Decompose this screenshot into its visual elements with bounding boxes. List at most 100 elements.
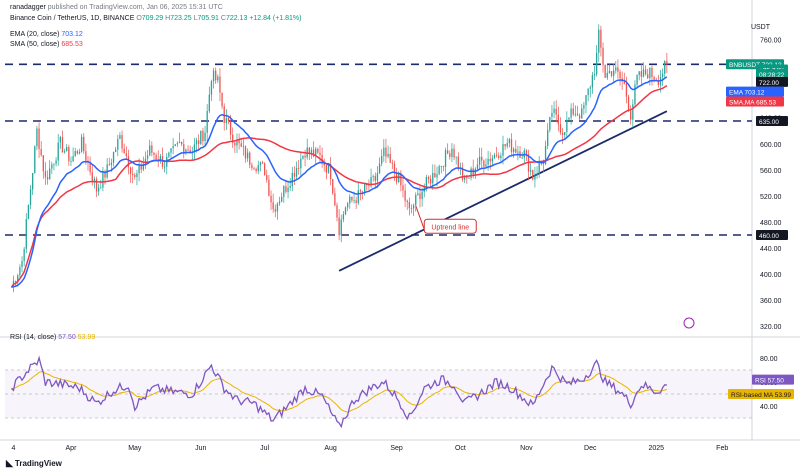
time-tick-label: Jul [260,445,269,452]
candle-body [283,186,285,197]
rsi-legend[interactable]: RSI (14, close) 57.50 53.99 [10,333,95,342]
candle-body [493,154,496,159]
price-badge-label: EMA 703.12 [729,90,765,97]
candle-body [549,117,551,131]
candle-body [329,164,332,180]
candle-body [353,200,355,202]
candle-body [530,170,532,172]
candle-body [572,108,574,115]
candle-body [547,130,549,147]
candle-body [29,189,32,206]
candle-body [536,173,538,176]
candle-body [112,152,115,163]
candle-body [500,155,502,159]
candle-body [302,155,304,159]
candle-body [259,162,262,166]
candle-body [225,118,227,124]
candle-body [261,162,264,164]
candle-body [42,155,44,172]
candle-body [212,70,215,82]
candle-body [598,29,600,53]
candle-body [327,164,330,173]
candle-body [602,47,604,65]
candle-body [434,173,436,178]
candle-body [159,156,162,162]
price-badge [756,69,788,80]
candle-body [142,163,144,170]
tradingview-brand: ◣ TradingView [6,458,62,469]
candle-body [581,108,583,119]
candle-body [219,76,221,93]
candle-body [595,52,598,75]
candle-body [151,145,153,153]
horizontal-levels [5,63,752,236]
candle-body [195,140,198,145]
candle-body [285,186,287,192]
candle-body [232,134,234,143]
candle-body [651,67,653,77]
candle-body [504,144,506,147]
candle-body [585,95,587,106]
candle-body [415,194,417,206]
candle-body [46,177,49,180]
candle-body [653,76,655,80]
low-value: 705.91 [197,15,219,22]
candle-body [72,156,74,162]
candle-body [349,196,351,204]
candle-body [402,185,404,191]
candle-body [625,83,628,97]
candle-body [227,118,230,122]
uptrend-line [338,110,668,272]
time-tick-label: Dec [584,445,597,452]
candle-body [129,167,132,175]
alert-icon [683,317,695,329]
candle-body [483,160,485,167]
candle-body [208,94,210,112]
candle-body [336,205,338,218]
candle-body [559,124,562,133]
candle-body [436,174,438,178]
candle-body [163,166,166,168]
candle-body [242,146,245,148]
candle-body [340,219,342,236]
candle-body [93,178,96,182]
candle-body [246,152,249,159]
sma-legend[interactable]: SMA (50, close) 685.53 [10,40,83,49]
candle-body [255,168,257,172]
price-badge-label: SMA,MA 685.53 [729,99,776,106]
price-badge-label: 460.00 [759,233,779,240]
candle-body [40,149,42,156]
rsi-tick-label: 40.00 [760,404,778,411]
candle-body [378,163,381,174]
candle-body [357,190,359,203]
ema-legend[interactable]: EMA (20, close) 703.12 [10,30,83,39]
candle-body [440,165,442,167]
price-tick-label: 560.00 [760,168,782,175]
candle-body [276,203,279,212]
candle-body [342,214,345,220]
candle-body [144,158,147,164]
candle-body [417,193,419,195]
price-tick-label: 320.00 [760,324,782,331]
candle-body [412,205,415,209]
rsi-ma-value: 53.99 [77,334,96,341]
candle-body [408,202,411,209]
candle-body [485,164,487,167]
candle-body [593,74,596,76]
candle-body [155,154,157,160]
annotation-box [423,218,477,234]
candle-body [291,172,293,186]
candle-body [478,156,481,165]
candle-body [610,71,613,76]
candle-body [91,172,93,182]
candle-body [263,163,266,175]
time-tick-label: Sep [390,445,403,452]
candle-body [617,67,619,72]
candle-body [421,191,423,200]
price-tick-label: 480.00 [760,220,782,227]
candle-body [138,164,140,174]
candle-body [268,179,270,196]
header-line1: ranadagger published on TradingView.com,… [10,3,223,12]
